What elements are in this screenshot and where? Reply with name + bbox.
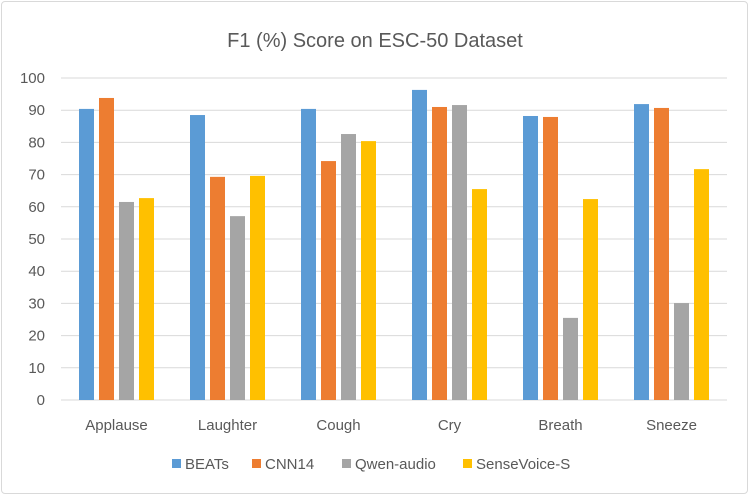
legend-label: SenseVoice-S <box>476 456 570 473</box>
bar-sensevoice-s-applause <box>139 198 154 400</box>
legend-swatch <box>252 459 261 468</box>
bar-sensevoice-s-breath <box>583 199 598 400</box>
x-tick-label: Applause <box>85 417 148 434</box>
bar-sensevoice-s-cry <box>472 189 487 400</box>
bar-qwen-audio-laughter <box>230 216 245 400</box>
x-tick-label: Cry <box>438 417 462 434</box>
bar-cnn14-laughter <box>210 176 225 400</box>
x-tick-label: Cough <box>316 417 360 434</box>
bar-qwen-audio-breath <box>563 317 578 400</box>
bar-sensevoice-s-sneeze <box>694 169 709 400</box>
bar-cnn14-applause <box>99 97 114 401</box>
y-tick-label: 80 <box>28 134 45 151</box>
legend-swatch <box>463 459 472 468</box>
bar-beats-cough <box>301 108 316 401</box>
y-tick-label: 30 <box>28 295 45 312</box>
y-tick-label: 100 <box>20 70 45 87</box>
bar-cnn14-cough <box>321 161 336 400</box>
bar-qwen-audio-applause <box>119 201 134 400</box>
bar-qwen-audio-cry <box>452 105 467 400</box>
bar-beats-breath <box>523 115 538 400</box>
x-tick-label: Breath <box>538 417 582 434</box>
bar-sensevoice-s-laughter <box>250 175 265 400</box>
legend-label: CNN14 <box>265 456 314 473</box>
chart-title: F1 (%) Score on ESC-50 Dataset <box>227 30 523 52</box>
legend-label: BEATs <box>185 456 229 473</box>
bar-beats-cry <box>412 89 427 400</box>
y-tick-label: 50 <box>28 231 45 248</box>
y-tick-label: 0 <box>37 392 45 409</box>
legend-swatch <box>342 459 351 468</box>
bar-beats-applause <box>79 108 94 401</box>
y-tick-label: 10 <box>28 360 45 377</box>
y-tick-label: 20 <box>28 328 45 345</box>
x-tick-label: Sneeze <box>646 417 697 434</box>
bar-qwen-audio-cough <box>341 134 356 400</box>
x-tick-label: Laughter <box>198 417 257 434</box>
y-tick-label: 70 <box>28 167 45 184</box>
y-tick-label: 90 <box>28 102 45 119</box>
bar-cnn14-cry <box>432 106 447 400</box>
y-tick-label: 60 <box>28 199 45 216</box>
bar-cnn14-breath <box>543 116 558 400</box>
legend-swatch <box>172 459 181 468</box>
bar-qwen-audio-sneeze <box>674 303 689 400</box>
bar-beats-laughter <box>190 115 205 400</box>
y-tick-label: 40 <box>28 263 45 280</box>
bar-cnn14-sneeze <box>654 107 669 401</box>
legend-label: Qwen-audio <box>355 456 436 473</box>
bar-sensevoice-s-cough <box>361 141 376 400</box>
bar-beats-sneeze <box>634 104 649 400</box>
